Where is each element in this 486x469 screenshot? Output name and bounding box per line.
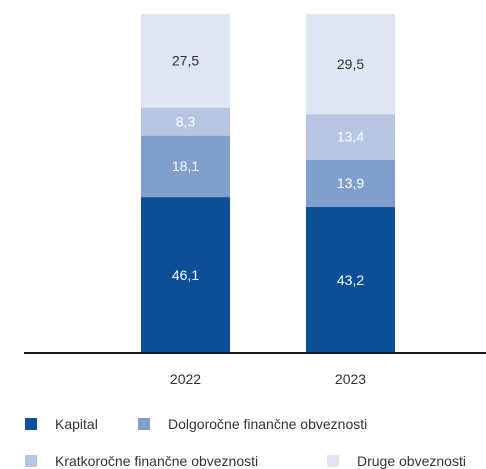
x-tick-label-2023: 2023	[335, 371, 366, 387]
x-axis-ticks: 2022 2023	[170, 371, 366, 387]
x-tick-label-2022: 2022	[170, 371, 201, 387]
bar-group: 46,1 18,1 8,3 27,5 43,2 13,9 13,4 29,5	[141, 14, 395, 354]
data-label-2023-2: 13,9	[337, 175, 364, 191]
bar-segment-2022-2	[141, 135, 230, 198]
bar-segment-2023-3	[306, 114, 395, 160]
bar-segment-2022-3	[141, 107, 230, 136]
bar-segment-2023-4	[306, 14, 395, 115]
data-label-2023-4: 29,5	[337, 56, 364, 72]
data-label-2022-3: 8,3	[176, 113, 196, 129]
data-label-2022-2: 18,1	[172, 158, 199, 174]
data-label-2023-1: 43,2	[337, 272, 364, 288]
data-label-2022-4: 27,5	[172, 53, 199, 69]
bar-segment-2022-1	[141, 196, 230, 354]
bar-segment-2023-2	[306, 159, 395, 208]
data-label-2023-3: 13,4	[337, 129, 364, 145]
data-label-2022-1: 46,1	[172, 267, 199, 283]
bar-segment-2022-4	[141, 14, 230, 108]
bar-segment-2023-1	[306, 206, 395, 354]
